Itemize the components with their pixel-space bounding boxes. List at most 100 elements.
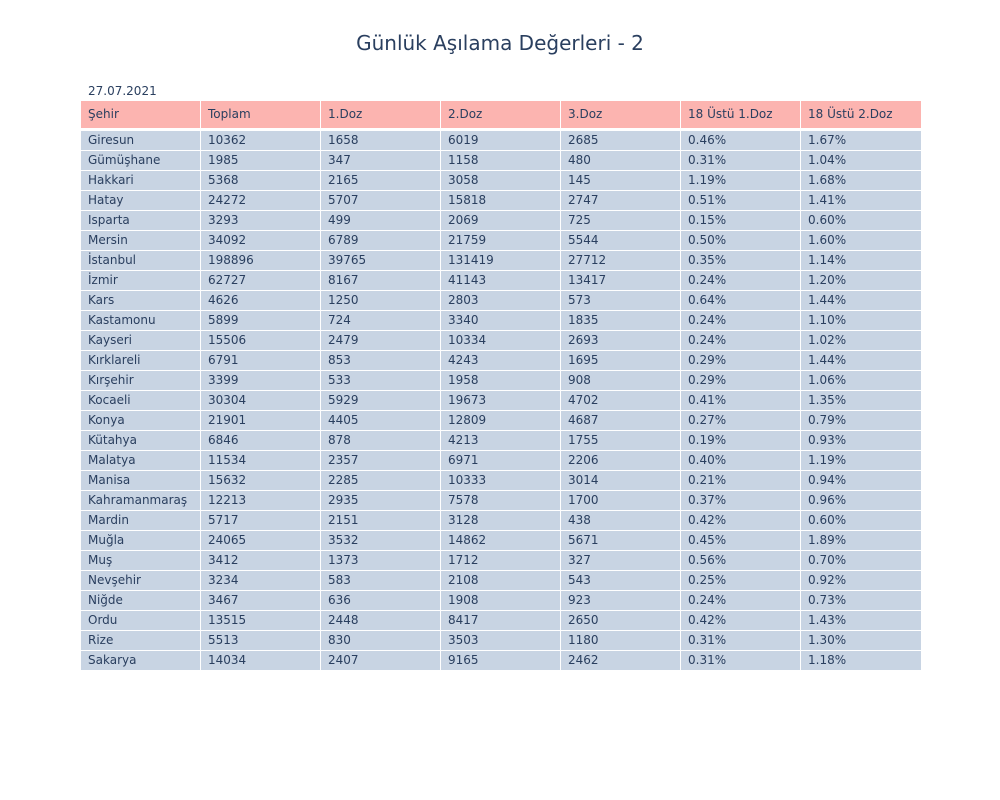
table-cell: 15632 (200, 470, 321, 491)
table-cell: 583 (320, 570, 441, 591)
table-cell: 923 (560, 590, 681, 611)
table-row: Kayseri 15506 2479 10334 2693 0.24% 1.02% (80, 330, 922, 351)
table-row: Kırklareli 6791 853 4243 1695 0.29% 1.44% (80, 350, 922, 371)
table-cell: 2165 (320, 170, 441, 191)
table-row: Kastamonu 5899 724 3340 1835 0.24% 1.10% (80, 310, 922, 331)
table-cell: 1.18% (800, 650, 922, 671)
table-row: Kütahya 6846 878 4213 1755 0.19% 0.93% (80, 430, 922, 451)
table-row: Hatay 24272 5707 15818 2747 0.51% 1.41% (80, 190, 922, 211)
table-cell: 0.93% (800, 430, 922, 451)
table-cell: 9165 (440, 650, 561, 671)
table-cell: 5368 (200, 170, 321, 191)
table-cell: 5707 (320, 190, 441, 211)
table-cell: 12213 (200, 490, 321, 511)
table-cell: 12809 (440, 410, 561, 431)
table-cell: 0.31% (680, 150, 801, 171)
table-cell: 1.02% (800, 330, 922, 351)
table-row: Hakkari 5368 2165 3058 145 1.19% 1.68% (80, 170, 922, 191)
table-cell: Niğde (80, 590, 201, 611)
chart-title: Günlük Aşılama Değerleri - 2 (356, 31, 644, 55)
table-cell: 0.24% (680, 590, 801, 611)
table-cell: 14862 (440, 530, 561, 551)
table-cell: 198896 (200, 250, 321, 271)
table-row: Kahramanmaraş 12213 2935 7578 1700 0.37% 0.96% (80, 490, 922, 511)
table-cell: Rize (80, 630, 201, 651)
table-cell: Muğla (80, 530, 201, 551)
table-cell: 3399 (200, 370, 321, 391)
table-cell: 1.60% (800, 230, 922, 251)
table-cell: 1250 (320, 290, 441, 311)
column-header: 2.Doz (440, 100, 561, 129)
table-cell: Kocaeli (80, 390, 201, 411)
table-cell: Isparta (80, 210, 201, 231)
table-cell: 1695 (560, 350, 681, 371)
table-cell: 533 (320, 370, 441, 391)
table-row: Nevşehir 3234 583 2108 543 0.25% 0.92% (80, 570, 922, 591)
table-cell: 4213 (440, 430, 561, 451)
table-cell: 725 (560, 210, 681, 231)
table-cell: 5513 (200, 630, 321, 651)
table-cell: 7578 (440, 490, 561, 511)
table-cell: 1.35% (800, 390, 922, 411)
table-cell: 4702 (560, 390, 681, 411)
table-cell: 13417 (560, 270, 681, 291)
table-header-row: Şehir Toplam 1.Doz 2.Doz 3.Doz 18 Üstü 1.Doz 1… (80, 100, 922, 129)
table-cell: 1908 (440, 590, 561, 611)
table-cell: 21901 (200, 410, 321, 431)
table-cell: 4405 (320, 410, 441, 431)
table-cell: 1.20% (800, 270, 922, 291)
table-cell: Hatay (80, 190, 201, 211)
table-row: İzmir 62727 8167 41143 13417 0.24% 1.20% (80, 270, 922, 291)
table-cell: 0.70% (800, 550, 922, 571)
table-cell: 6971 (440, 450, 561, 471)
table-row: Sakarya 14034 2407 9165 2462 0.31% 1.18% (80, 650, 922, 671)
table-cell: 0.42% (680, 510, 801, 531)
table-cell: 2151 (320, 510, 441, 531)
table-cell: 0.31% (680, 630, 801, 651)
table-cell: Kütahya (80, 430, 201, 451)
table-cell: 24065 (200, 530, 321, 551)
table-cell: 0.94% (800, 470, 922, 491)
table-row: Malatya 11534 2357 6971 2206 0.40% 1.19% (80, 450, 922, 471)
table-cell: 0.24% (680, 270, 801, 291)
table-cell: 1700 (560, 490, 681, 511)
column-header: Toplam (200, 100, 321, 129)
table-cell: Malatya (80, 450, 201, 471)
table-cell: 1985 (200, 150, 321, 171)
table-cell: 1.68% (800, 170, 922, 191)
table-cell: Gümüşhane (80, 150, 201, 171)
column-header: 3.Doz (560, 100, 681, 129)
table-cell: 3467 (200, 590, 321, 611)
vaccination-table: Şehir Toplam 1.Doz 2.Doz 3.Doz 18 Üstü 1.Doz 1… (80, 100, 922, 671)
table-cell: 1712 (440, 550, 561, 571)
table-cell: 2206 (560, 450, 681, 471)
table-cell: 1180 (560, 630, 681, 651)
table-cell: 14034 (200, 650, 321, 671)
report-date: 27.07.2021 (88, 84, 157, 98)
table-cell: 0.51% (680, 190, 801, 211)
table-cell: 1.04% (800, 150, 922, 171)
table-cell: 4687 (560, 410, 681, 431)
table-cell: 10362 (200, 130, 321, 151)
table-row: Ordu 13515 2448 8417 2650 0.42% 1.43% (80, 610, 922, 631)
column-header: Şehir (80, 100, 201, 129)
table-cell: 2462 (560, 650, 681, 671)
table-cell: Kars (80, 290, 201, 311)
table-cell: 10333 (440, 470, 561, 491)
table-cell: 2693 (560, 330, 681, 351)
table-cell: 1658 (320, 130, 441, 151)
table-cell: 27712 (560, 250, 681, 271)
table-cell: 1.41% (800, 190, 922, 211)
table-cell: 0.25% (680, 570, 801, 591)
table-cell: 0.79% (800, 410, 922, 431)
table-cell: 1.30% (800, 630, 922, 651)
table-cell: 0.15% (680, 210, 801, 231)
table-cell: 0.73% (800, 590, 922, 611)
table-cell: Giresun (80, 130, 201, 151)
table-cell: 145 (560, 170, 681, 191)
table-cell: 573 (560, 290, 681, 311)
table-cell: 6791 (200, 350, 321, 371)
table-cell: 1373 (320, 550, 441, 571)
table-cell: 327 (560, 550, 681, 571)
table-cell: 131419 (440, 250, 561, 271)
